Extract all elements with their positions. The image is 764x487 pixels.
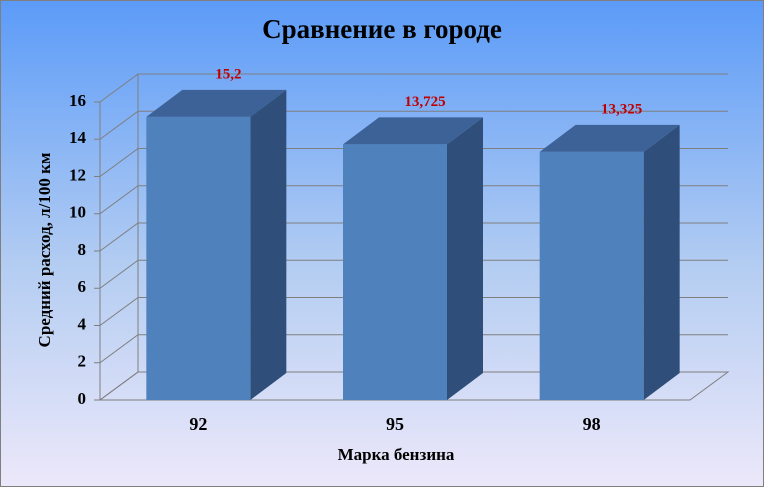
bar-top — [343, 117, 483, 145]
y-tick-label: 6 — [78, 277, 87, 296]
x-tick-label: 98 — [583, 414, 601, 434]
bar — [146, 116, 251, 401]
bar — [539, 151, 644, 400]
y-tick-label: 8 — [78, 240, 87, 259]
y-axis-label: Средний расход, л/100 км — [35, 152, 54, 347]
value-label: 13,325 — [601, 101, 642, 117]
x-tick-label: 92 — [189, 414, 207, 434]
grid-line — [99, 371, 728, 401]
grid-line — [99, 110, 728, 140]
x-axis-label: Марка бензина — [338, 445, 455, 464]
y-tick-label: 12 — [69, 165, 86, 184]
value-label: 15,2 — [215, 66, 241, 82]
y-tick-label: 14 — [69, 128, 87, 147]
bar-side — [447, 117, 483, 400]
grid-line — [99, 334, 728, 364]
bar-top — [146, 89, 287, 117]
bar-side — [643, 124, 680, 401]
grid-line — [99, 222, 728, 252]
x-tick-label: 95 — [386, 414, 404, 434]
grid-line — [99, 73, 728, 103]
grid-line — [99, 185, 728, 215]
y-tick-label: 4 — [78, 314, 87, 333]
y-tick-label: 0 — [78, 389, 87, 408]
bar — [343, 144, 447, 400]
value-label: 13,725 — [404, 94, 445, 110]
bar-side — [250, 89, 287, 401]
grid-line — [99, 297, 728, 326]
y-tick-label: 2 — [78, 352, 87, 371]
y-tick-label: 10 — [69, 203, 86, 222]
chart-title: Сравнение в городе — [262, 14, 502, 44]
bar-top — [539, 124, 680, 152]
grid-line — [99, 148, 728, 177]
y-tick-label: 16 — [69, 91, 86, 110]
grid-line — [99, 259, 728, 289]
